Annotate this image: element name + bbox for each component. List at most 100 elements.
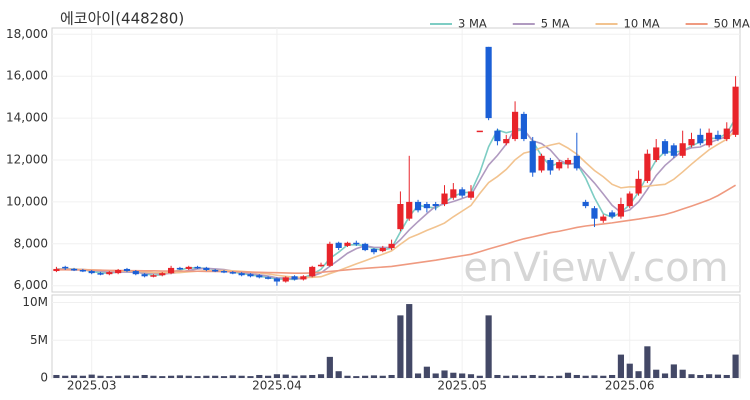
legend-label: 50 MA bbox=[714, 17, 750, 31]
candle-body bbox=[732, 86, 739, 135]
volume-bar bbox=[62, 375, 69, 378]
legend-label: 10 MA bbox=[624, 17, 660, 31]
volume-bar bbox=[635, 371, 642, 378]
volume-bar bbox=[353, 376, 360, 378]
volume-bar bbox=[282, 374, 289, 378]
volume-bar bbox=[159, 376, 166, 378]
volume-bar bbox=[459, 373, 466, 378]
volume-bar bbox=[362, 375, 369, 378]
candle-body bbox=[432, 204, 439, 207]
candle-body bbox=[185, 266, 192, 269]
volume-bar bbox=[229, 375, 236, 378]
legend-label: 5 MA bbox=[541, 17, 570, 31]
volume-bar bbox=[723, 374, 730, 378]
volume-bar bbox=[379, 375, 386, 378]
candle-body bbox=[132, 271, 139, 275]
watermark: enViewV.com bbox=[463, 245, 728, 291]
candle-body bbox=[212, 270, 219, 272]
candle-body bbox=[159, 273, 166, 276]
candle-body bbox=[706, 132, 713, 146]
candle-body bbox=[600, 216, 607, 221]
candle-body bbox=[520, 113, 527, 140]
volume-bar bbox=[503, 375, 510, 378]
candle-body bbox=[670, 145, 677, 156]
volume-bar bbox=[97, 375, 104, 378]
volume-bar bbox=[132, 375, 139, 378]
volume-bar bbox=[123, 375, 131, 378]
volume-bar bbox=[79, 375, 86, 378]
candle-body bbox=[317, 264, 325, 267]
candle-body bbox=[644, 153, 651, 181]
volume-bar bbox=[688, 374, 695, 378]
volume-bar bbox=[609, 374, 616, 378]
candle-body bbox=[97, 273, 104, 275]
volume-bar bbox=[520, 375, 527, 378]
volume-bar bbox=[485, 315, 492, 378]
volume-bar bbox=[600, 375, 607, 378]
volume-bar bbox=[476, 375, 483, 378]
candle-body bbox=[79, 270, 86, 272]
volume-bar bbox=[273, 374, 281, 378]
candle-body bbox=[326, 243, 333, 266]
candle-body bbox=[511, 111, 519, 140]
candle-body bbox=[450, 189, 457, 198]
candle-body bbox=[538, 155, 545, 171]
volume-bar bbox=[494, 374, 501, 378]
candle-body bbox=[556, 162, 563, 169]
volume-bar bbox=[309, 374, 316, 378]
y-tick-label: 16,000 bbox=[6, 69, 48, 83]
candle-body bbox=[653, 147, 660, 160]
volume-bar bbox=[547, 376, 554, 378]
volume-bar bbox=[238, 375, 245, 378]
candle-body bbox=[609, 212, 616, 217]
candle-body bbox=[679, 143, 686, 156]
candle-body bbox=[309, 266, 316, 277]
volume-bar bbox=[344, 375, 351, 378]
volume-bar bbox=[538, 375, 545, 378]
y-tick-label: 12,000 bbox=[6, 153, 48, 167]
legend-label: 3 MA bbox=[458, 17, 487, 31]
volume-bar bbox=[141, 374, 148, 378]
y-tick-label: 8,000 bbox=[14, 236, 48, 250]
y-tick-label: 14,000 bbox=[6, 111, 48, 125]
volume-bar bbox=[511, 375, 519, 378]
candle-body bbox=[547, 160, 554, 171]
volume-bar bbox=[591, 375, 598, 378]
candle-body bbox=[714, 134, 722, 140]
volume-bar bbox=[661, 373, 669, 378]
candle-body bbox=[467, 191, 475, 198]
candle-body bbox=[573, 155, 580, 169]
volume-bar bbox=[556, 375, 563, 378]
volume-bar bbox=[697, 374, 704, 378]
chart-title: 에코아이(448280) bbox=[60, 10, 184, 28]
candle-body bbox=[265, 277, 272, 279]
volume-bar bbox=[53, 374, 60, 378]
volume-bar bbox=[150, 375, 157, 378]
candle-body bbox=[494, 130, 501, 142]
volume-bar bbox=[564, 372, 572, 378]
volume-bar bbox=[247, 376, 254, 378]
candle-body bbox=[247, 274, 254, 277]
candle-body bbox=[88, 271, 95, 274]
volume-bar bbox=[414, 373, 422, 378]
y-tick-label: 6,000 bbox=[14, 278, 48, 292]
candle-body bbox=[379, 248, 386, 252]
candle-body bbox=[115, 270, 122, 274]
volume-bar bbox=[335, 371, 342, 378]
candle-body bbox=[459, 189, 466, 196]
volume-bar bbox=[326, 356, 333, 378]
volume-bar bbox=[441, 370, 448, 378]
volume-bar bbox=[679, 369, 686, 378]
candle-body bbox=[256, 275, 263, 278]
candle-body bbox=[485, 46, 492, 119]
candle-body bbox=[476, 130, 483, 133]
candle-body bbox=[106, 272, 113, 275]
candle-body bbox=[529, 141, 536, 173]
candle-body bbox=[503, 139, 510, 144]
y-tick-label: 18,000 bbox=[6, 27, 48, 41]
candle-body bbox=[353, 242, 360, 245]
volume-bar bbox=[714, 374, 722, 378]
volume-panel bbox=[51, 294, 741, 379]
x-tick-label: 2025.04 bbox=[252, 379, 302, 393]
